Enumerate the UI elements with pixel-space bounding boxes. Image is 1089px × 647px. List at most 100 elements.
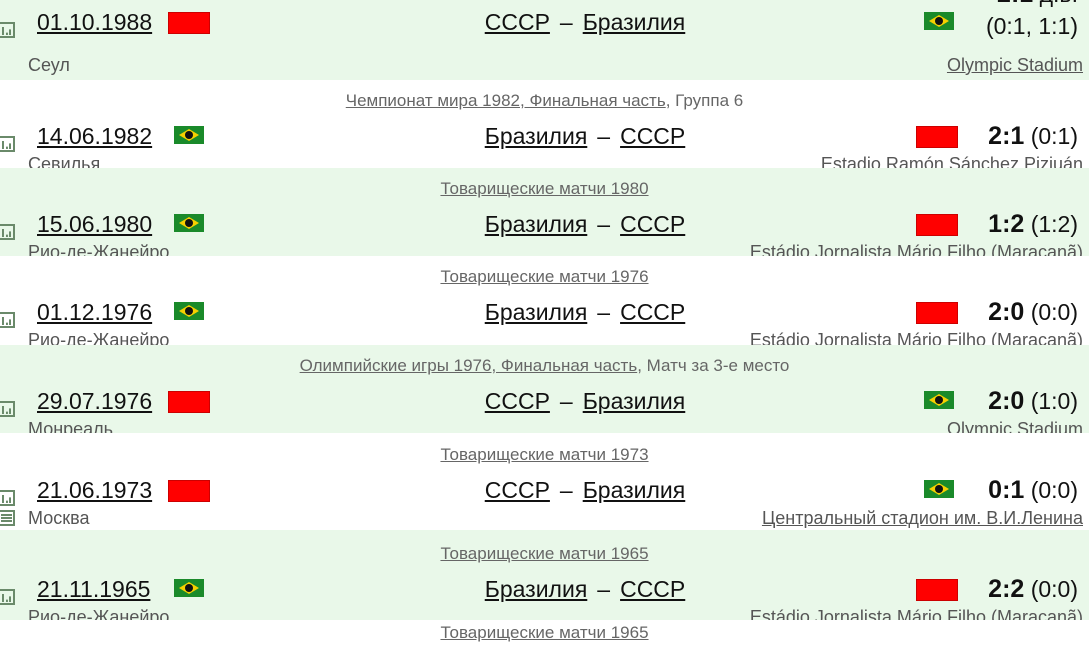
away-team-link[interactable]: Бразилия [582, 9, 686, 35]
news-icon[interactable] [0, 510, 15, 526]
away-team-link[interactable]: СССР [620, 576, 686, 602]
score-final: 2:0 [988, 387, 1025, 415]
teams: СССР – Бразилия [300, 8, 870, 36]
home-team-link[interactable]: Бразилия [484, 576, 588, 602]
tournament-header: Товарищеские матчи 1965 [0, 623, 1089, 643]
match-block: Товарищеские матчи 1976 01.12.1976 Брази… [0, 256, 1089, 350]
match-date-link[interactable]: 21.06.1973 [37, 477, 153, 503]
away-team-link[interactable]: СССР [620, 299, 686, 325]
brazil-flag-icon [924, 391, 954, 409]
score-final: 1:2 [988, 210, 1025, 238]
tournament-link[interactable]: Товарищеские матчи 1973 [440, 445, 649, 464]
home-team-link[interactable]: Бразилия [484, 123, 588, 149]
stats-icon[interactable] [0, 589, 15, 605]
stats-icon[interactable] [0, 224, 15, 240]
home-team-link[interactable]: СССР [484, 388, 550, 414]
teams: Бразилия – СССР [300, 298, 870, 326]
score-detail: (0:0) [1030, 477, 1078, 503]
match-block: Олимпийские игры 1976, Финальная часть, … [0, 345, 1089, 439]
match-block: Товарищеские матчи 1980 15.06.1980 Брази… [0, 168, 1089, 262]
score-final: 2:1 [997, 0, 1033, 8]
match-row: 21.06.1973 СССР – Бразилия 0:1 (0:0) [0, 476, 1089, 506]
ussr-flag-icon [168, 391, 210, 413]
stats-icon[interactable] [0, 22, 15, 38]
match-block: Товарищеские матчи 1965 [0, 620, 1089, 647]
dash: – [597, 576, 611, 602]
score: 2:0 (0:0) [988, 298, 1078, 326]
tournament-stage: , Группа 6 [665, 91, 744, 110]
match-date-link[interactable]: 15.06.1980 [37, 211, 153, 237]
match-date-link[interactable]: 01.10.1988 [37, 9, 153, 35]
tournament-link[interactable]: Товарищеские матчи 1980 [440, 179, 649, 198]
score: 0:1 (0:0) [988, 476, 1078, 504]
dash: – [597, 123, 611, 149]
city: Сеул [28, 55, 70, 75]
dash: – [597, 299, 611, 325]
brazil-flag-icon [174, 579, 204, 597]
match-date-link[interactable]: 14.06.1982 [37, 123, 153, 149]
match-row: 01.12.1976 Бразилия – СССР 2:0 (0:0) [0, 298, 1089, 328]
teams: Бразилия – СССР [300, 575, 870, 603]
tournament-header: Олимпийские игры 1976, Финальная часть, … [0, 356, 1089, 376]
tournament-header: Товарищеские матчи 1965 [0, 544, 1089, 564]
tournament-link[interactable]: Товарищеские матчи 1976 [440, 267, 649, 286]
match-block: 01.10.1988 СССР–Бразилия 2:1 д.в. (0:1, 1… [0, 0, 1089, 80]
score-extra-time: д.в. [1040, 0, 1078, 7]
score-final: 2:1 [988, 122, 1025, 150]
score-final: 2:2 [988, 575, 1025, 603]
teams: СССР – Бразилия [300, 387, 870, 415]
home-team-link[interactable]: СССР [484, 477, 550, 503]
match-date-link[interactable]: 29.07.1976 [37, 388, 153, 414]
ussr-flag-icon [916, 126, 958, 148]
match-row: 15.06.1980 Бразилия – СССР 1:2 (1:2) [0, 210, 1089, 240]
home-team-link[interactable]: СССР [484, 9, 550, 35]
tournament-link[interactable]: Товарищеские матчи 1965 [440, 623, 649, 642]
stats-icon[interactable] [0, 312, 15, 328]
away-team-link[interactable]: СССР [620, 211, 686, 237]
tournament-link[interactable]: Олимпийские игры 1976, Финальная часть [299, 356, 638, 375]
stadium-link[interactable]: Olympic Stadium [946, 55, 1083, 75]
tournament-header: Товарищеские матчи 1976 [0, 267, 1089, 287]
brazil-flag-icon [924, 480, 954, 498]
home-team-link[interactable]: Бразилия [484, 299, 588, 325]
match-row: 21.11.1965 Бразилия – СССР 2:2 (0:0) [0, 575, 1089, 605]
away-team-link[interactable]: Бразилия [582, 477, 686, 503]
brazil-flag-icon [174, 302, 204, 320]
away-team-link[interactable]: Бразилия [582, 388, 686, 414]
score-detail: (0:1) [1030, 123, 1078, 149]
score-final: 0:1 [988, 476, 1025, 504]
stats-icon[interactable] [0, 490, 15, 506]
stadium-link[interactable]: Центральный стадион им. В.И.Ленина [761, 508, 1083, 528]
tournament-stage: , Матч за 3-е место [637, 356, 790, 375]
score: 1:2 (1:2) [988, 210, 1078, 238]
match-row: 01.10.1988 СССР–Бразилия 2:1 д.в. (0:1, 1… [0, 0, 1089, 39]
ussr-flag-icon [168, 480, 210, 502]
stats-icon[interactable] [0, 401, 15, 417]
tournament-link[interactable]: Чемпионат мира 1982, Финальная часть [345, 91, 666, 110]
ussr-flag-icon [168, 12, 210, 34]
score: 2:1 (0:1) [988, 122, 1078, 150]
ussr-flag-icon [916, 214, 958, 236]
city: Москва [28, 508, 90, 528]
brazil-flag-icon [174, 126, 204, 144]
home-team-link[interactable]: Бразилия [484, 211, 588, 237]
dash: – [559, 477, 573, 503]
teams: СССР – Бразилия [300, 476, 870, 504]
match-date-link[interactable]: 21.11.1965 [37, 576, 151, 602]
score-detail: (0:1, 1:1) [985, 13, 1078, 39]
score-detail: (0:0) [1030, 299, 1078, 325]
match-block: Чемпионат мира 1982, Финальная часть, Гр… [0, 80, 1089, 174]
match-row: 29.07.1976 СССР – Бразилия 2:0 (1:0) [0, 387, 1089, 417]
match-row: 14.06.1982 Бразилия – СССР 2:1 (0:1) [0, 122, 1089, 152]
stats-icon[interactable] [0, 136, 15, 152]
match-date-link[interactable]: 01.12.1976 [37, 299, 153, 325]
teams: Бразилия – СССР [300, 122, 870, 150]
ussr-flag-icon [916, 579, 958, 601]
tournament-header: Товарищеские матчи 1980 [0, 179, 1089, 199]
match-block: Товарищеские матчи 1973 21.06.1973 СССР –… [0, 433, 1089, 530]
dash: – [559, 388, 573, 414]
teams: Бразилия – СССР [300, 210, 870, 238]
match-block: Товарищеские матчи 1965 21.11.1965 Брази… [0, 530, 1089, 627]
tournament-link[interactable]: Товарищеские матчи 1965 [440, 544, 649, 563]
away-team-link[interactable]: СССР [620, 123, 686, 149]
